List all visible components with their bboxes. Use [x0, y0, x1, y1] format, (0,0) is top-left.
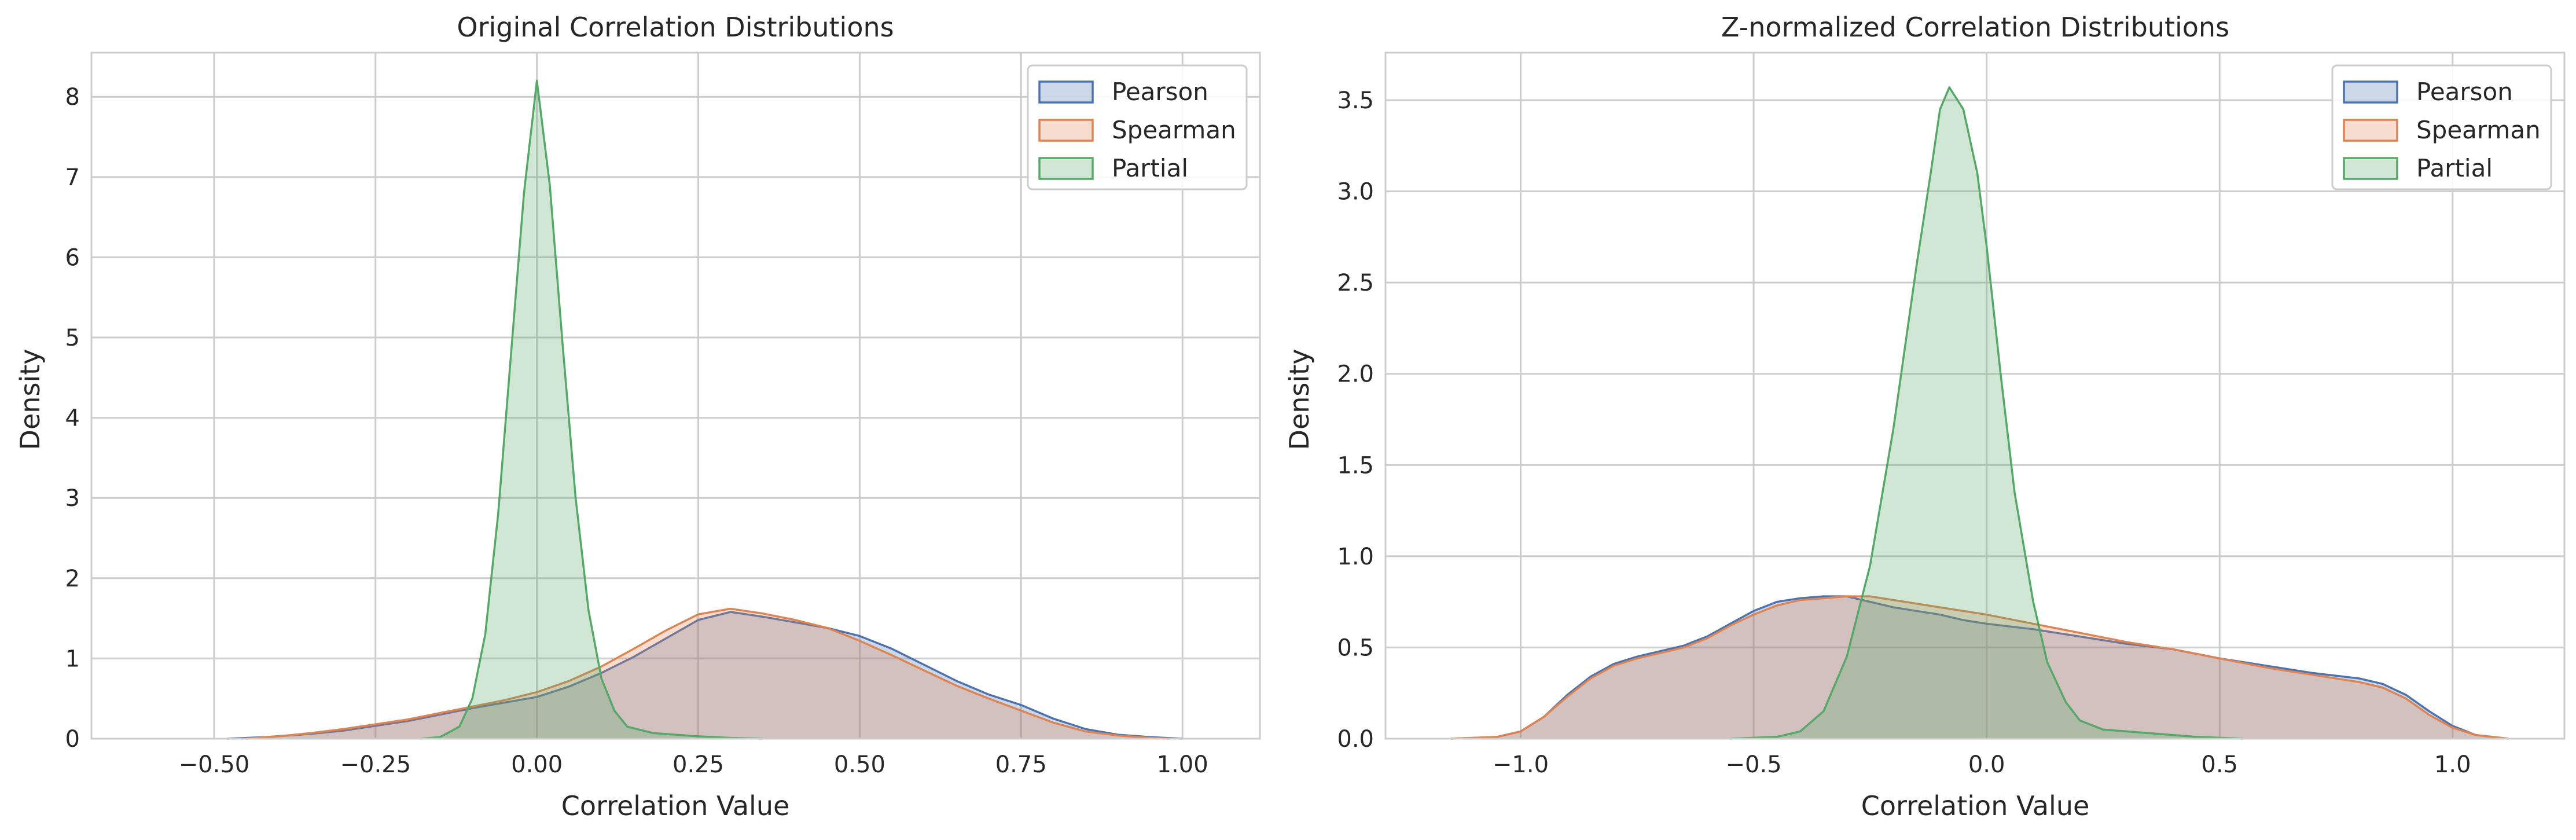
y-tick-label: 2.0 — [1337, 361, 1374, 388]
x-tick-label: 0.0 — [1968, 751, 2005, 778]
y-tick-label: 8 — [65, 84, 80, 111]
y-tick-label: 6 — [65, 244, 80, 271]
legend-item-partial: Partial — [1038, 154, 1188, 182]
series-area-pearson — [1450, 596, 2509, 739]
series-area-pearson — [227, 612, 1183, 739]
y-tick-label: 2 — [65, 566, 80, 592]
legend-swatch — [2343, 119, 2398, 142]
y-tick-label: 3.0 — [1337, 179, 1374, 206]
series-area-spearman — [1450, 596, 2509, 739]
legend-item-pearson: Pearson — [2343, 78, 2513, 106]
axes-frame — [1384, 52, 2566, 740]
chart-left: Original Correlation Distributions Corre… — [14, 12, 1261, 821]
series-line-partial — [420, 79, 763, 740]
legend-swatch — [1038, 157, 1094, 180]
legend-swatch — [2343, 80, 2398, 104]
x-axis-label: Correlation Value — [561, 790, 790, 821]
series-area-partial — [1730, 87, 2243, 739]
chart-title: Z-normalized Correlation Distributions — [1721, 12, 2229, 43]
x-tick-label: 0.50 — [834, 751, 885, 778]
legend-label: Spearman — [2416, 116, 2541, 144]
x-tick-label: 0.5 — [2201, 751, 2238, 778]
x-axis-label: Correlation Value — [1861, 790, 2090, 821]
x-tick-label: −0.50 — [179, 751, 250, 778]
x-tick-label: 1.0 — [2434, 751, 2471, 778]
y-axis-label: Density — [1284, 349, 1315, 450]
series-line-partial — [1730, 86, 2243, 740]
plot-border — [90, 52, 1261, 740]
legend-label: Spearman — [1112, 116, 1236, 144]
series-line-spearman — [1450, 595, 2509, 740]
x-tick-label: 0.00 — [511, 751, 563, 778]
legend-swatch — [1038, 119, 1094, 142]
legend-swatch — [1038, 80, 1094, 104]
legend: Pearson Spearman Partial — [2331, 64, 2552, 190]
legend-item-spearman: Spearman — [1038, 116, 1236, 144]
legend-label: Pearson — [2416, 78, 2513, 106]
x-tick-label: −1.0 — [1493, 751, 1549, 778]
legend-item-partial: Partial — [2343, 154, 2493, 182]
legend-label: Pearson — [1112, 78, 1208, 106]
x-tick-label: 0.75 — [995, 751, 1047, 778]
y-tick-label: 3 — [65, 485, 80, 512]
y-axis-label: Density — [14, 349, 46, 450]
y-tick-label: 1.5 — [1337, 452, 1374, 479]
x-tick-label: −0.5 — [1725, 751, 1781, 778]
y-tick-label: 2.5 — [1337, 270, 1374, 296]
series-line-pearson — [1450, 595, 2509, 740]
series-line-spearman — [246, 607, 1170, 740]
x-tick-label: 0.25 — [673, 751, 724, 778]
y-tick-label: 1.0 — [1337, 544, 1374, 570]
y-tick-label: 0 — [65, 726, 80, 753]
x-tick-label: 1.00 — [1157, 751, 1208, 778]
tick-labels: −0.50 −0.25 0.00 0.25 0.50 0.75 1.00 0 1 2 3 4 5 6 7 8 — [65, 84, 1208, 778]
chart-title: Original Correlation Distributions — [457, 12, 894, 43]
y-tick-label: 0.5 — [1337, 634, 1374, 661]
x-tick-label: −0.25 — [340, 751, 411, 778]
y-tick-label: 5 — [65, 325, 80, 351]
series-layer — [1450, 86, 2509, 740]
axes-frame — [90, 52, 1261, 740]
y-tick-label: 0.0 — [1337, 726, 1374, 753]
series-area-partial — [420, 80, 763, 739]
series-line-pearson — [227, 611, 1183, 740]
legend-item-pearson: Pearson — [1038, 78, 1208, 106]
legend: Pearson Spearman Partial — [1027, 64, 1248, 190]
legend-item-spearman: Spearman — [2343, 116, 2541, 144]
y-tick-label: 7 — [65, 164, 80, 191]
series-layer — [227, 79, 1183, 740]
tick-labels: −1.0 −0.5 0.0 0.5 1.0 0.0 0.5 1.0 1.5 2.0 2.5 3.0 3.… — [1337, 87, 2471, 778]
plot-border — [1384, 52, 2566, 740]
y-tick-label: 3.5 — [1337, 87, 1374, 114]
legend-label: Partial — [1112, 154, 1188, 182]
legend-swatch — [2343, 157, 2398, 180]
y-tick-label: 4 — [65, 405, 80, 432]
chart-right: Z-normalized Correlation Distributions C… — [1284, 12, 2566, 821]
y-tick-label: 1 — [65, 645, 80, 672]
legend-label: Partial — [2416, 154, 2493, 182]
